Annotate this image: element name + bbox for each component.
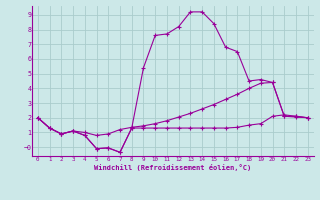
X-axis label: Windchill (Refroidissement éolien,°C): Windchill (Refroidissement éolien,°C) <box>94 164 252 171</box>
